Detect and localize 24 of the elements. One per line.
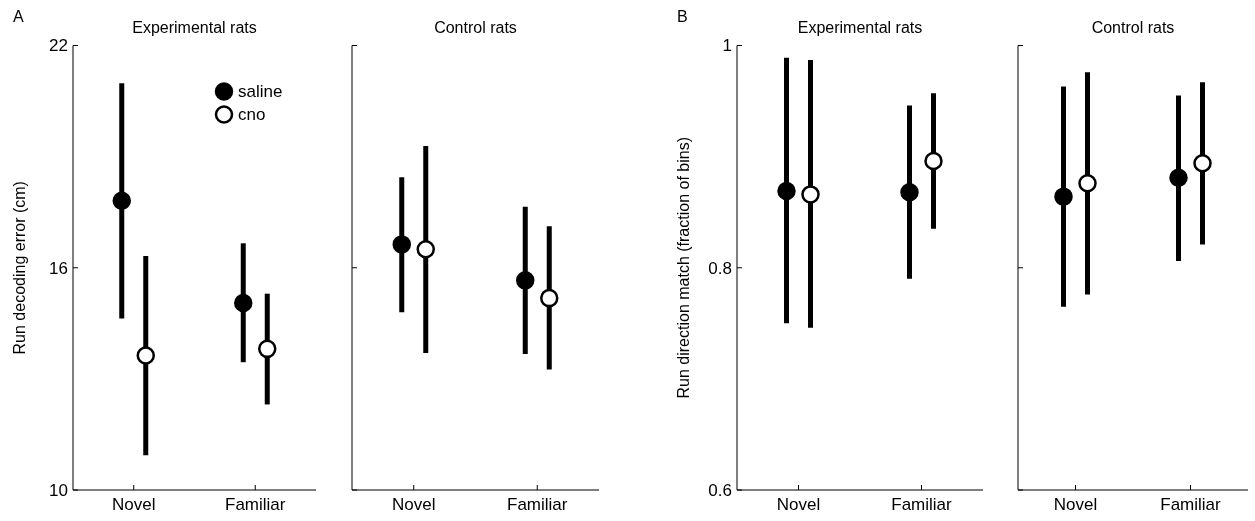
chart-title: Control rats [1091, 18, 1175, 36]
legend-label: saline [238, 82, 283, 102]
chart-title: Control rats [434, 18, 517, 36]
x-tick-label: Familiar [1160, 495, 1222, 514]
x-tick-label: Novel [1053, 495, 1098, 514]
text: B [677, 8, 688, 25]
y-tick-label: 0.6 [708, 480, 732, 500]
chart-title: Experimental rats [797, 18, 923, 36]
y-tick-label: 1 [722, 36, 732, 56]
x-tick-label: Familiar [891, 495, 953, 514]
y-tick-label: 16 [49, 258, 68, 278]
chart-title: Experimental rats [132, 18, 257, 36]
x-tick-label: Familiar [507, 495, 568, 514]
legend-label: cno [238, 105, 266, 125]
y-tick-label: 22 [49, 36, 68, 56]
x-tick-label: Novel [112, 495, 156, 514]
x-tick-label: Novel [392, 495, 436, 514]
x-tick-label: Novel [776, 495, 821, 514]
y-axis-title: Run direction match (fraction of bins) [675, 137, 692, 399]
y-axis-title: Run decoding error (cm) [11, 181, 28, 355]
x-tick-label: Familiar [225, 495, 286, 514]
y-tick-label: 0.8 [708, 258, 732, 278]
text: A [13, 8, 24, 25]
y-tick-label: 10 [49, 480, 68, 500]
